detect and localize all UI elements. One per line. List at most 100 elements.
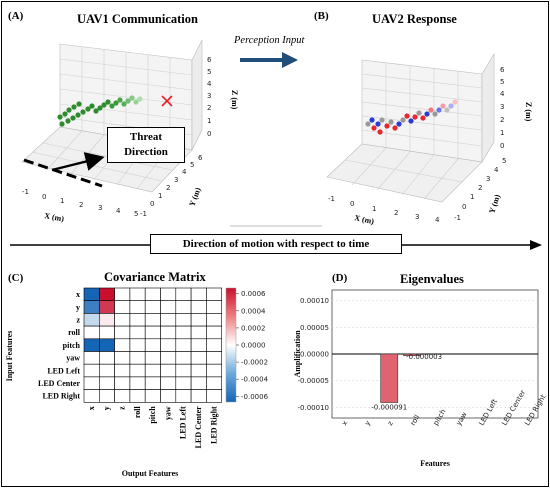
- eigen-y-tick-label: 0.00000: [300, 351, 329, 359]
- heatmap-cell: [206, 325, 222, 340]
- heatmap-cell: [99, 287, 115, 301]
- heatmap-cell: [129, 338, 146, 352]
- colorbar-ticks: 0.0006 0.0004 0.0002 0.0000 -0.0002 -0.0004 -0…: [236, 290, 269, 401]
- a-y-tick: 2: [166, 184, 170, 192]
- heatmap-cell: [190, 351, 207, 365]
- a-y-tick: 4: [182, 168, 187, 176]
- heatmap-cell: [160, 287, 177, 301]
- b-z-axis-label: Z (m): [524, 102, 533, 122]
- heatmap-cell: [206, 389, 222, 403]
- uav2-trajectory-points: [365, 99, 458, 135]
- motion-arrow-head: [530, 240, 542, 250]
- colorbar-tick-label: 0.0004: [241, 307, 266, 315]
- b-x-tick: -1: [328, 195, 335, 203]
- heatmap-cell: [99, 313, 115, 327]
- heatmap-cell: [99, 338, 115, 352]
- panel-a-3d-axes: [21, 39, 203, 193]
- heatmap-cell: [83, 325, 100, 340]
- heatmap-cell: [129, 351, 146, 365]
- heatmap-cell: [175, 389, 192, 403]
- heatmap-col-label: LED Right: [209, 406, 218, 444]
- colorbar-tick-label: -0.0004: [241, 376, 269, 384]
- b-y-tick: -1: [454, 214, 461, 222]
- heatmap-cell: [144, 363, 161, 378]
- eigen-y-tick-label: 0.00010: [300, 297, 329, 305]
- eigen-x-tick-label: z: [386, 420, 395, 427]
- heatmap-cell: [144, 300, 161, 314]
- b-y-tick: 1: [470, 193, 474, 201]
- heatmap-row-label: LED Right: [42, 392, 80, 401]
- a-x-tick: -1: [22, 188, 29, 196]
- heatmap-cell: [175, 351, 192, 365]
- 3d-plots-svg: -1 0 1 2 3 4 5 -1 0 1 2 3 4 5 6 0 1 2 3 …: [21, 39, 533, 227]
- heatmap-cell: [144, 313, 161, 327]
- eigen-gridlines: [332, 300, 538, 408]
- panel-d-title: Eigenvalues: [400, 272, 464, 286]
- b-y-tick: 2: [478, 184, 482, 192]
- heatmap-cell: [114, 376, 131, 390]
- heatmap-col-label: x: [87, 406, 96, 410]
- heatmap-cell: [83, 363, 100, 378]
- b-x-axis-label: X (m): [354, 213, 376, 226]
- heatmap-cell: [175, 300, 192, 314]
- heatmap-cell: [190, 325, 207, 340]
- heatmap-cell: [99, 300, 115, 314]
- b-x-tick: 2: [394, 209, 398, 217]
- threat-label-line2: Direction: [124, 146, 168, 158]
- heatmap-cell: [114, 351, 131, 365]
- a-z-tick: 2: [207, 104, 211, 112]
- heatmap-col-label: LED Left: [179, 406, 188, 439]
- a-x-tick: 5: [134, 210, 138, 218]
- a-x-axis-label: X (m): [44, 211, 65, 223]
- heatmap-cell: [129, 325, 146, 340]
- heatmap-cell: [144, 351, 161, 365]
- heatmap-cell: [99, 351, 115, 365]
- a-y-tick: 1: [158, 192, 162, 200]
- heatmap-cell: [206, 351, 222, 365]
- a-z-tick: 5: [207, 68, 211, 76]
- heatmap-row-label: roll: [68, 328, 81, 337]
- b-z-tick: 1: [500, 129, 504, 137]
- a-x-tick: 3: [98, 204, 102, 212]
- b-x-tick: 3: [415, 213, 419, 221]
- heatmap-cell: [83, 338, 100, 352]
- heatmap-cell: [144, 338, 161, 352]
- heatmap-cell: [83, 287, 100, 301]
- panel-a-title: UAV1 Communication: [77, 12, 198, 26]
- heatmap-col-label: roll: [133, 406, 142, 419]
- colorbar-tick-label: 0.0006: [241, 290, 266, 298]
- heatmap-cell: [129, 376, 146, 390]
- heatmap-cell: [175, 287, 192, 301]
- heatmap-cell: [206, 363, 222, 378]
- b-y-tick: 4: [494, 166, 499, 174]
- heatmap-cell: [160, 313, 177, 327]
- panel-b-3d-axes: [326, 52, 495, 203]
- heatmap-cell: [175, 338, 192, 352]
- motion-direction-box: Direction of motion with respect to time: [150, 234, 402, 254]
- heatmap-cell: [160, 376, 177, 390]
- panel-b-label: (B): [314, 10, 329, 22]
- heatmap-cell: [206, 300, 222, 314]
- heatmap-cell: [129, 389, 146, 403]
- heatmap-cell: [129, 300, 146, 314]
- heatmap-cell: [160, 351, 177, 365]
- heatmap-cell: [114, 313, 131, 327]
- b-z-tick: 4: [500, 90, 505, 98]
- heatmap-cell: [83, 389, 100, 403]
- heatmap-row-label: LED Left: [47, 366, 80, 375]
- heatmap-row-label: pitch: [63, 341, 81, 350]
- heatmap-cell: [83, 376, 100, 390]
- eigen-data-label: -0.000003: [406, 353, 442, 361]
- heatmap-cell: [99, 325, 115, 340]
- eigen-bar: [380, 353, 399, 403]
- heatmap-row-label: LED Center: [38, 379, 80, 388]
- heatmap-cell: [175, 325, 192, 340]
- heatmap-cell: [206, 313, 222, 327]
- heatmap-cell: [160, 300, 177, 314]
- heatmap-col-label: yaw: [163, 406, 172, 420]
- heatmap-cell: [175, 376, 192, 390]
- heatmap-cell: [83, 300, 100, 314]
- heatmap-cell: [206, 287, 222, 301]
- heatmap-cell: [206, 338, 222, 352]
